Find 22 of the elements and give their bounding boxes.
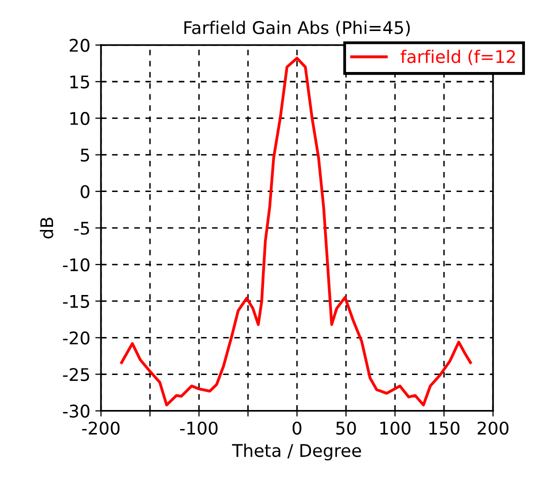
x-tick-label: 200 xyxy=(478,422,508,435)
y-tick-label: -20 xyxy=(63,331,90,345)
y-tick-label: 15 xyxy=(70,76,90,88)
y-axis-title: dB xyxy=(40,218,54,238)
x-tick-label: 0 xyxy=(292,422,302,435)
y-tick-label: -10 xyxy=(63,258,90,272)
chart-title: Farfield Gain Abs (Phi=45) xyxy=(184,20,410,36)
y-tick-label: 10 xyxy=(70,112,90,126)
y-tick-label: 0 xyxy=(80,185,90,198)
x-tick-label: 150 xyxy=(429,422,460,435)
legend-label: farfield (f=12 xyxy=(400,50,515,66)
y-tick-label: 20 xyxy=(70,38,90,52)
y-tick-label: -30 xyxy=(63,404,90,418)
x-tick-label: -200 xyxy=(82,422,120,435)
y-tick-label: -25 xyxy=(63,368,90,382)
x-axis-title: Theta / Degree xyxy=(232,444,361,460)
x-tick-label: 50 xyxy=(336,422,356,435)
x-tick-label: 100 xyxy=(380,422,410,435)
y-tick-label: -15 xyxy=(63,295,90,308)
y-tick-label: 5 xyxy=(80,148,90,162)
y-tick-label: -5 xyxy=(74,222,90,235)
x-tick-label: -100 xyxy=(180,422,218,435)
